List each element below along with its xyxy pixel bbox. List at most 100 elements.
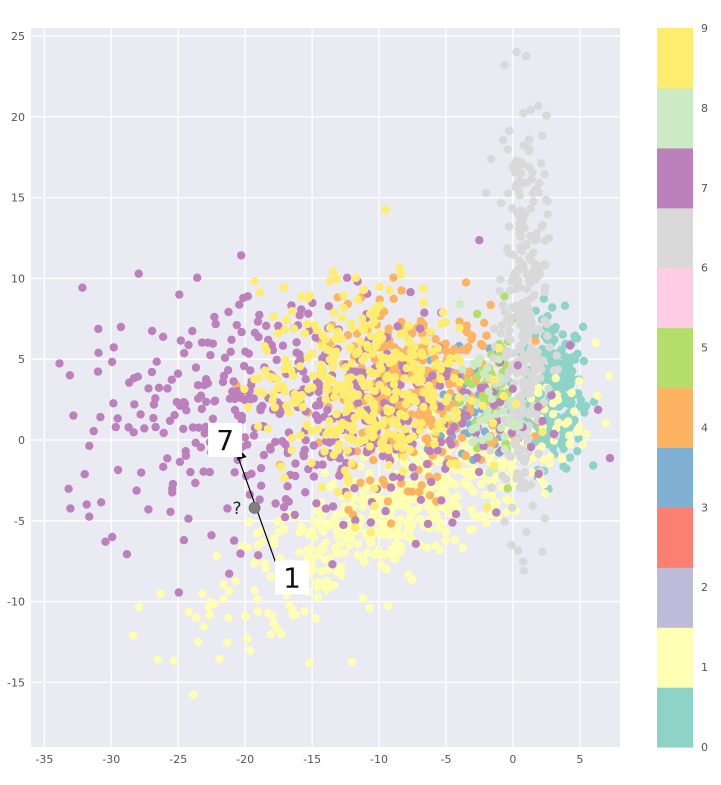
data-point: [241, 396, 250, 405]
data-point: [478, 392, 487, 402]
data-point: [210, 397, 219, 406]
data-point: [415, 487, 424, 497]
data-point: [229, 377, 238, 386]
data-point: [408, 350, 417, 359]
data-point: [199, 467, 208, 476]
x-tick-label: -15: [303, 753, 321, 766]
data-point: [488, 418, 498, 428]
data-point: [122, 550, 132, 559]
data-point: [486, 154, 496, 164]
data-point: [96, 412, 105, 422]
data-point: [436, 374, 445, 384]
data-point: [314, 424, 323, 434]
data-point: [512, 399, 521, 409]
data-point: [538, 416, 547, 426]
data-point: [322, 381, 331, 390]
data-point: [517, 206, 526, 215]
data-point: [184, 514, 193, 523]
data-point: [350, 484, 359, 493]
data-point: [130, 400, 139, 409]
data-point: [489, 324, 499, 333]
data-point: [449, 422, 459, 432]
data-point: [427, 347, 436, 356]
data-point: [457, 433, 467, 442]
data-point: [458, 365, 467, 374]
data-point: [544, 384, 553, 394]
data-point: [392, 546, 402, 555]
data-point: [325, 482, 335, 491]
colorbar-tick-label: 3: [701, 501, 708, 514]
colorbar-tick-label: 4: [701, 421, 708, 434]
data-point: [437, 518, 446, 528]
x-tick-label: -20: [236, 753, 254, 766]
data-point: [225, 394, 235, 403]
data-point: [277, 629, 286, 639]
data-point: [498, 300, 507, 310]
data-point: [348, 426, 357, 435]
data-point: [301, 488, 310, 497]
data-point: [384, 460, 393, 470]
data-point: [212, 551, 222, 560]
digit-image-background: [275, 560, 310, 595]
data-point: [134, 603, 143, 612]
data-point: [369, 409, 378, 419]
data-point: [345, 532, 354, 541]
data-point: [396, 380, 405, 389]
data-point: [474, 467, 484, 477]
data-point: [163, 454, 172, 463]
data-point: [340, 548, 349, 558]
y-tick-label: 5: [18, 353, 25, 366]
data-point: [325, 521, 334, 530]
data-point: [450, 406, 459, 415]
x-tick-label: -30: [102, 753, 120, 766]
data-point: [433, 344, 443, 353]
y-tick-label: 10: [11, 272, 25, 285]
data-point: [589, 397, 599, 406]
data-point: [363, 343, 373, 352]
data-point: [176, 336, 185, 345]
data-point: [537, 223, 546, 232]
data-point: [85, 512, 94, 521]
data-point: [381, 353, 390, 363]
data-point: [359, 285, 369, 295]
data-point: [299, 451, 309, 461]
data-point: [543, 331, 552, 341]
data-point: [108, 532, 117, 542]
data-point: [520, 468, 530, 477]
data-point: [565, 453, 575, 462]
data-point: [111, 422, 121, 432]
data-point: [173, 369, 183, 378]
data-point: [368, 432, 377, 442]
data-point: [478, 512, 487, 522]
data-point: [425, 491, 435, 500]
data-point: [512, 435, 521, 445]
data-point: [476, 383, 485, 392]
data-point: [508, 384, 517, 393]
data-point: [377, 560, 386, 570]
data-point: [451, 458, 460, 468]
data-point: [487, 491, 497, 500]
data-point: [461, 326, 471, 335]
data-point: [532, 229, 541, 238]
data-point: [151, 422, 160, 432]
data-point: [455, 299, 464, 309]
data-point: [480, 490, 490, 500]
data-point: [489, 461, 498, 470]
data-point: [512, 284, 521, 294]
data-point: [279, 502, 289, 512]
data-point: [193, 273, 202, 282]
data-point: [477, 480, 486, 489]
data-point: [322, 585, 331, 595]
data-point: [432, 512, 441, 521]
data-point: [66, 504, 75, 513]
colorbar-tick-label: 1: [701, 661, 708, 674]
data-point: [540, 316, 549, 325]
data-point: [512, 47, 521, 57]
data-point: [314, 521, 323, 530]
data-point: [481, 188, 491, 198]
data-point: [200, 429, 209, 438]
data-point: [257, 481, 266, 490]
data-point: [546, 452, 555, 461]
data-point: [327, 580, 337, 590]
data-point: [558, 330, 567, 339]
